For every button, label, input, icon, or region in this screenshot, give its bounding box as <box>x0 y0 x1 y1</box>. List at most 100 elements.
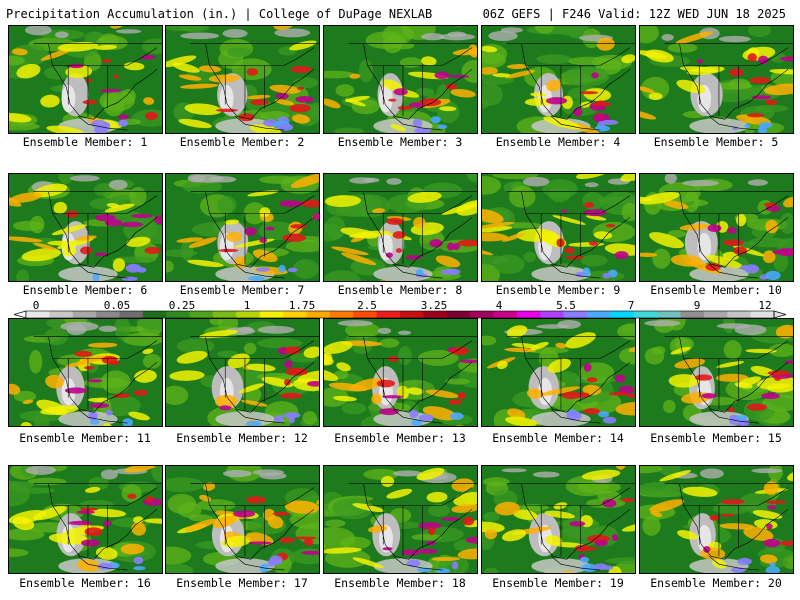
colorbar-swatch <box>283 311 307 318</box>
ensemble-member-label: Ensemble Member: 6 <box>22 283 148 297</box>
ensemble-member-label: Ensemble Member: 9 <box>495 283 621 297</box>
colorbar-tick-label: 0.25 <box>168 299 196 312</box>
precip-map-svg <box>324 174 477 281</box>
colorbar-swatch <box>49 311 74 318</box>
colorbar-tick-label: 1 <box>243 299 251 312</box>
colorbar-tick-label: 12 <box>758 299 772 312</box>
ensemble-member-label: Ensemble Member: 1 <box>22 135 148 149</box>
precip-map-svg <box>324 466 477 573</box>
ensemble-member-label: Ensemble Member: 12 <box>176 431 308 445</box>
precip-map-svg <box>324 319 477 426</box>
colorbar-tick-label: 0 <box>32 299 40 312</box>
ensemble-member-label: Ensemble Member: 16 <box>19 576 151 590</box>
precip-map-svg <box>482 26 635 133</box>
ensemble-member-map <box>8 25 163 134</box>
colorbar-swatch <box>400 311 424 318</box>
colorbar-tick-label: 7 <box>627 299 635 312</box>
ensemble-member-map <box>481 465 636 574</box>
ensemble-member-map <box>639 465 794 574</box>
colorbar-tick-label: 2.5 <box>357 299 377 312</box>
colorbar-swatch <box>493 311 518 318</box>
ensemble-member-label: Ensemble Member: 3 <box>337 135 463 149</box>
ensemble-member-label: Ensemble Member: 11 <box>19 431 151 445</box>
ensemble-member-label: Ensemble Member: 18 <box>334 576 466 590</box>
precip-map-svg <box>324 26 477 133</box>
ensemble-member-map <box>8 465 163 574</box>
colorbar-swatch <box>657 311 681 318</box>
colorbar-swatch <box>376 311 401 318</box>
colorbar-swatch <box>236 311 261 318</box>
ensemble-member-map <box>323 173 478 282</box>
ensemble-member-map <box>481 318 636 427</box>
colorbar-tick-label: 4 <box>495 299 503 312</box>
ensemble-member-label: Ensemble Member: 17 <box>176 576 308 590</box>
colorbar-swatch <box>329 311 354 318</box>
colorbar-swatch <box>446 311 471 318</box>
precip-map-svg <box>9 466 162 573</box>
colorbar-swatch <box>703 311 728 318</box>
map-title: Precipitation Accumulation (in.) | Colle… <box>6 7 433 21</box>
precip-map-svg <box>640 26 793 133</box>
ensemble-member-label: Ensemble Member: 13 <box>334 431 466 445</box>
colorbar-swatch <box>72 311 97 318</box>
ensemble-member-map <box>165 318 320 427</box>
ensemble-member-label: Ensemble Member: 5 <box>653 135 779 149</box>
colorbar-swatch <box>610 311 635 318</box>
colorbar-swatch <box>166 311 190 318</box>
ensemble-member-map <box>323 25 478 134</box>
ensemble-member-map <box>639 173 794 282</box>
ensemble-member-label: Ensemble Member: 15 <box>650 431 782 445</box>
precip-map-svg <box>166 319 319 426</box>
colorbar-swatch <box>142 311 167 318</box>
ensemble-member-map <box>481 25 636 134</box>
ensemble-member-map <box>8 318 163 427</box>
precip-map-svg <box>166 174 319 281</box>
precip-map-svg <box>9 174 162 281</box>
colorbar-left-arrow <box>12 310 27 319</box>
ensemble-member-label: Ensemble Member: 8 <box>337 283 463 297</box>
colorbar-swatch <box>470 311 494 318</box>
ensemble-member-label: Ensemble Member: 20 <box>650 576 782 590</box>
ensemble-member-label: Ensemble Member: 19 <box>492 576 624 590</box>
precip-colorbar: 0 0.05 0.25 1 1.75 2.5 3.25 4 5.5 7 9 12 <box>12 299 788 332</box>
ensemble-member-map <box>165 173 320 282</box>
precip-map-svg <box>482 319 635 426</box>
ensemble-member-map <box>481 173 636 282</box>
colorbar-tick-label: 0.05 <box>103 299 131 312</box>
precip-map-svg <box>482 174 635 281</box>
colorbar-right-arrow <box>773 310 788 319</box>
colorbar-swatch <box>26 311 50 318</box>
run-info: 06Z GEFS | F246 Valid: 12Z WED JUN 18 20… <box>482 7 786 21</box>
ensemble-member-map <box>639 318 794 427</box>
ensemble-member-label: Ensemble Member: 2 <box>179 135 305 149</box>
colorbar-swatch <box>727 311 751 318</box>
ensemble-member-label: Ensemble Member: 7 <box>179 283 305 297</box>
colorbar-swatch <box>423 311 448 318</box>
colorbar-swatch <box>750 311 775 318</box>
precip-map-svg <box>640 319 793 426</box>
ensemble-member-map <box>323 318 478 427</box>
ensemble-member-map <box>8 173 163 282</box>
header: Precipitation Accumulation (in.) | Colle… <box>6 5 786 23</box>
colorbar-tick-label: 5.5 <box>556 299 576 312</box>
colorbar-tick-label: 9 <box>693 299 701 312</box>
ensemble-member-map <box>639 25 794 134</box>
colorbar-swatch <box>563 311 588 318</box>
colorbar-swatch <box>213 311 237 318</box>
precip-map-svg <box>9 319 162 426</box>
colorbar-swatch <box>516 311 541 318</box>
precip-map-svg <box>166 466 319 573</box>
colorbar-swatch <box>680 311 705 318</box>
precip-map-svg <box>640 466 793 573</box>
ensemble-member-map <box>165 25 320 134</box>
colorbar-swatch <box>189 311 214 318</box>
colorbar-swatch <box>633 311 658 318</box>
colorbar-tick-label: 1.75 <box>288 299 316 312</box>
colorbar-swatch <box>353 311 377 318</box>
ensemble-member-map <box>165 465 320 574</box>
colorbar-swatch <box>540 311 564 318</box>
colorbar-swatch <box>259 311 284 318</box>
colorbar-swatch <box>119 311 144 318</box>
colorbar-swatch <box>306 311 331 318</box>
ensemble-member-label: Ensemble Member: 14 <box>492 431 624 445</box>
